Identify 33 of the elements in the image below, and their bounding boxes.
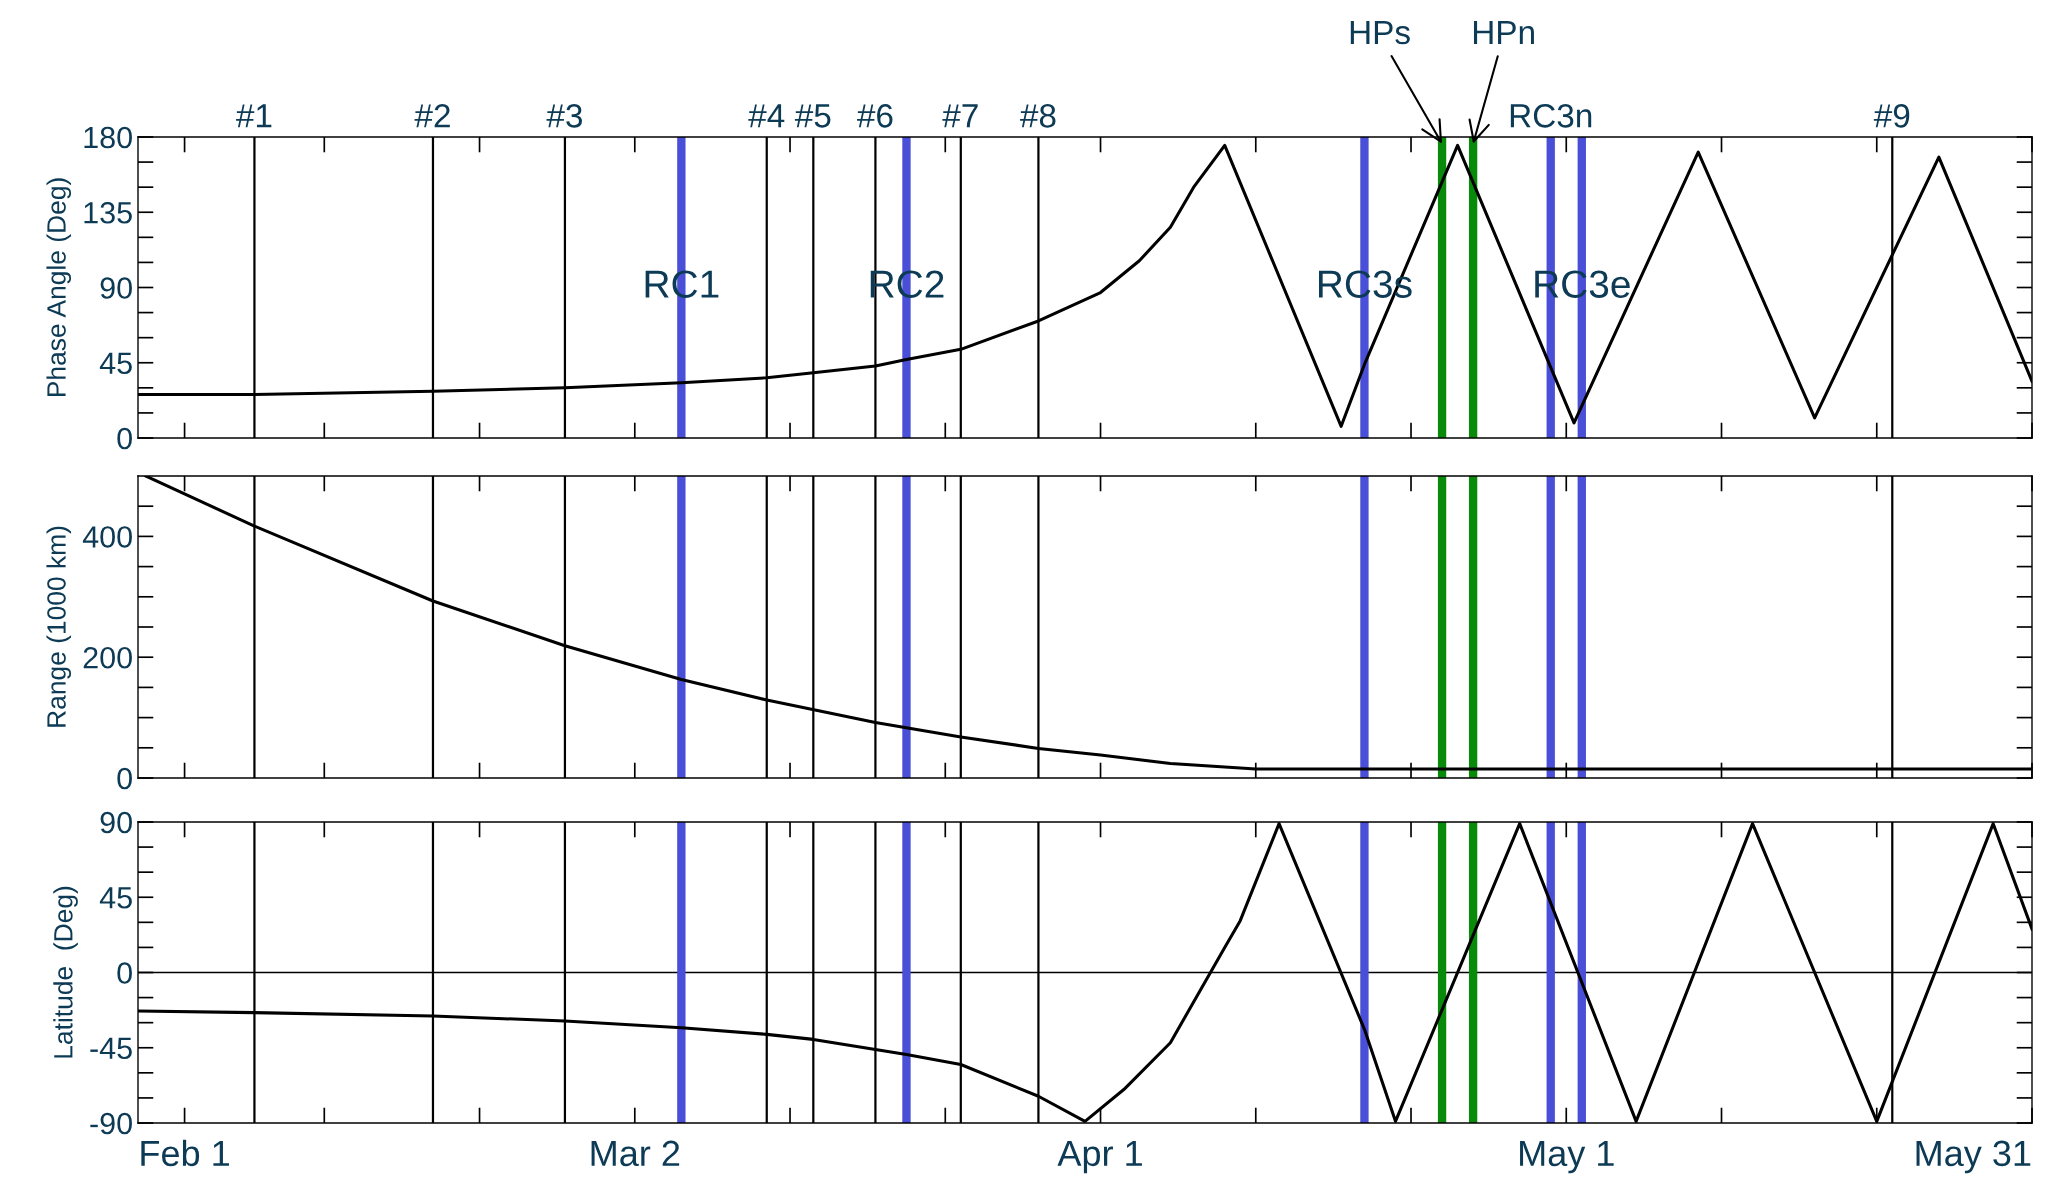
y-axis-title: Phase Angle (Deg) xyxy=(46,178,72,397)
y-axis-title: Range (1000 km) xyxy=(46,526,72,727)
y-tick-label: 0 xyxy=(117,962,132,984)
ref-line-label: #1 xyxy=(236,104,272,128)
y-tick-label: 200 xyxy=(83,646,132,669)
y-tick-label: 90 xyxy=(100,277,132,299)
ref-line-label: #7 xyxy=(942,104,978,128)
ref-line-label: #3 xyxy=(546,104,582,128)
ref-line-label: #5 xyxy=(794,104,831,128)
y-tick-label: 0 xyxy=(117,427,132,450)
y-tick-label: 45 xyxy=(99,352,132,375)
y-tick-label: 400 xyxy=(82,526,132,548)
ref-line-label: #4 xyxy=(748,104,785,128)
ref-line-label: RC3n xyxy=(1510,104,1592,128)
x-tick-label: Apr 1 xyxy=(1057,1140,1142,1174)
ref-line-label: #9 xyxy=(1873,104,1910,128)
annotation: HPs xyxy=(1350,21,1410,45)
x-tick-label: Mar 2 xyxy=(591,1140,680,1167)
x-tick-label: May 31 xyxy=(1916,1140,2031,1174)
y-tick-label: 45 xyxy=(99,887,132,909)
x-tick-label: Feb 1 xyxy=(141,1139,229,1167)
y-tick-label: -45 xyxy=(90,1037,132,1060)
y-tick-label: 180 xyxy=(84,126,132,149)
x-tick-label: May 1 xyxy=(1520,1140,1614,1174)
y-tick-label: -90 xyxy=(90,1112,132,1135)
annotation: HPn xyxy=(1473,21,1534,44)
y-tick-label: 0 xyxy=(117,767,132,790)
ref-line-label: #2 xyxy=(414,104,450,128)
y-tick-label: 135 xyxy=(84,201,132,224)
y-tick-label: 90 xyxy=(100,811,132,834)
y-axis-title: Latitude (Deg) xyxy=(53,886,78,1058)
ref-line-label: #6 xyxy=(857,104,893,128)
ref-line-label: #8 xyxy=(1020,104,1056,128)
